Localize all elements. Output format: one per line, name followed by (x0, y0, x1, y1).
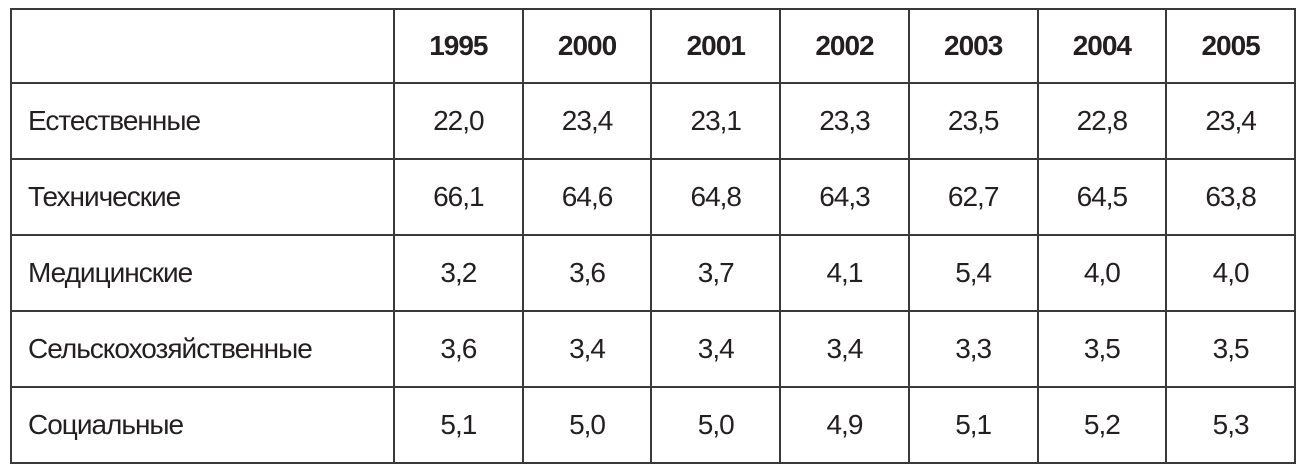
row-label: Медицинские (10, 234, 395, 312)
cell-value: 22,8 (1036, 82, 1168, 160)
cell-value: 4,9 (779, 386, 910, 464)
cell-value: 3,5 (1036, 310, 1168, 388)
column-header: 2004 (1036, 8, 1168, 84)
cell-value: 64,5 (1036, 158, 1168, 236)
cell-value: 5,1 (907, 386, 1039, 464)
cell-value: 23,4 (1165, 82, 1296, 160)
cell-value: 3,6 (521, 234, 653, 312)
corner-cell (10, 8, 395, 84)
row-label: Сельскохозяйственные (10, 310, 395, 388)
cell-value: 66,1 (393, 158, 524, 236)
cell-value: 3,6 (393, 310, 524, 388)
row-label: Социальные (10, 386, 395, 464)
cell-value: 3,4 (521, 310, 653, 388)
cell-value: 3,2 (393, 234, 524, 312)
column-header: 1995 (393, 8, 524, 84)
cell-value: 64,8 (650, 158, 782, 236)
cell-value: 4,0 (1036, 234, 1168, 312)
cell-value: 3,7 (650, 234, 782, 312)
cell-value: 5,4 (907, 234, 1039, 312)
table-row: Технические 66,1 64,6 64,8 64,3 62,7 64,5 63,8 (10, 158, 1296, 236)
table-row: Естественные 22,0 23,4 23,1 23,3 23,5 22,8 23,4 (10, 82, 1296, 160)
cell-value: 5,3 (1165, 386, 1296, 464)
column-header: 2001 (650, 8, 782, 84)
cell-value: 3,4 (650, 310, 782, 388)
cell-value: 23,4 (521, 82, 653, 160)
cell-value: 63,8 (1165, 158, 1296, 236)
table-row: Социальные 5,1 5,0 5,0 4,9 5,1 5,2 5,3 (10, 386, 1296, 464)
cell-value: 5,0 (521, 386, 653, 464)
table-head: 1995 2000 2001 2002 2003 2004 2005 (10, 8, 1296, 84)
header-row: 1995 2000 2001 2002 2003 2004 2005 (10, 8, 1296, 84)
cell-value: 22,0 (393, 82, 524, 160)
cell-value: 64,3 (779, 158, 910, 236)
cell-value: 62,7 (907, 158, 1039, 236)
column-header: 2005 (1165, 8, 1296, 84)
cell-value: 23,5 (907, 82, 1039, 160)
cell-value: 3,5 (1165, 310, 1296, 388)
table-row: Медицинские 3,2 3,6 3,7 4,1 5,4 4,0 4,0 (10, 234, 1296, 312)
cell-value: 4,1 (779, 234, 910, 312)
cell-value: 23,1 (650, 82, 782, 160)
cell-value: 5,0 (650, 386, 782, 464)
cell-value: 4,0 (1165, 234, 1296, 312)
cell-value: 64,6 (521, 158, 653, 236)
cell-value: 5,1 (393, 386, 524, 464)
data-table: 1995 2000 2001 2002 2003 2004 2005 Естественны… (10, 8, 1296, 464)
column-header: 2000 (521, 8, 653, 84)
cell-value: 3,4 (779, 310, 910, 388)
row-label: Технические (10, 158, 395, 236)
table-row: Сельскохозяйственные 3,6 3,4 3,4 3,4 3,3 3,5 3,… (10, 310, 1296, 388)
cell-value: 23,3 (779, 82, 910, 160)
cell-value: 5,2 (1036, 386, 1168, 464)
cell-value: 3,3 (907, 310, 1039, 388)
row-label: Естественные (10, 82, 395, 160)
column-header: 2002 (779, 8, 910, 84)
table-body: Естественные 22,0 23,4 23,1 23,3 23,5 22,8 23,4… (10, 82, 1296, 464)
column-header: 2003 (907, 8, 1039, 84)
